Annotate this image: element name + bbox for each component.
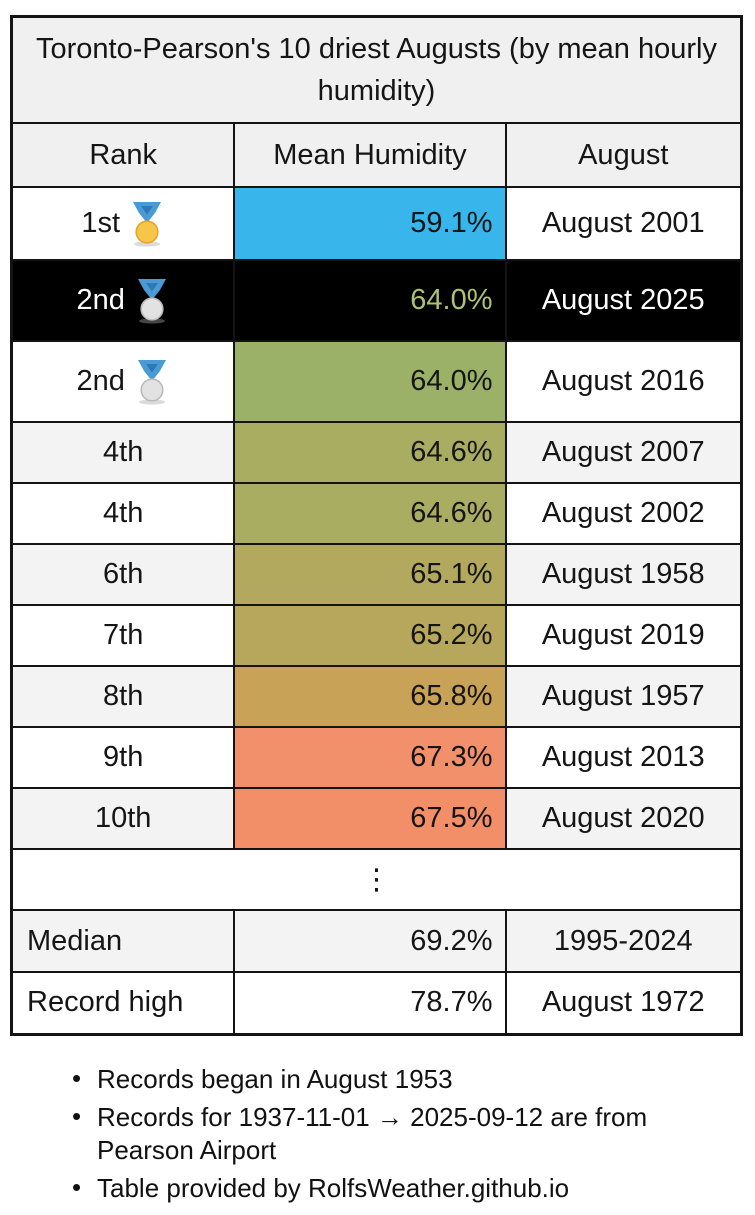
record-high-row: Record high 78.7% August 1972	[10, 971, 743, 1036]
table-row: 1st 59.1% August 2001	[10, 186, 743, 262]
summary-label: Record high	[10, 971, 236, 1036]
humidity-cell: 67.5%	[233, 787, 507, 851]
table-row: 10th 67.5% August 2020	[10, 787, 743, 851]
footnote-item: Records began in August 1953	[70, 1062, 650, 1096]
title-row: Toronto-Pearson's 10 driest Augusts (by …	[10, 15, 743, 125]
humidity-cell: 64.0%	[233, 259, 507, 343]
table-row-highlighted: 2nd 64.0% August 2025	[10, 259, 743, 343]
table-row: 2nd 64.0% August 2016	[10, 340, 743, 424]
driest-augusts-table: Toronto-Pearson's 10 driest Augusts (by …	[10, 15, 743, 1036]
table-row: 6th 65.1% August 1958	[10, 543, 743, 607]
humidity-cell: 65.8%	[233, 665, 507, 729]
table-title: Toronto-Pearson's 10 driest Augusts (by …	[10, 15, 743, 125]
summary-label: Median	[10, 909, 236, 974]
humidity-cell: 64.6%	[233, 482, 507, 546]
humidity-cell: 78.7%	[233, 971, 507, 1036]
humidity-cell: 65.2%	[233, 604, 507, 668]
august-cell: August 2002	[504, 482, 743, 546]
ellipsis-row: ⋮	[10, 848, 743, 912]
rank-cell: 8th	[10, 665, 236, 729]
footnote-item: Table provided by RolfsWeather.github.io	[70, 1171, 650, 1205]
footnote-item: Records for 1937-11-01 → 2025-09-12 are …	[70, 1100, 650, 1168]
rank-label: 1st	[81, 207, 121, 240]
column-header-humidity: Mean Humidity	[233, 122, 507, 189]
silver-medal-icon	[137, 359, 166, 405]
humidity-cell: 67.3%	[233, 726, 507, 790]
august-cell: August 2019	[504, 604, 743, 668]
rank-cell: 1st	[10, 186, 236, 262]
rank-cell: 10th	[10, 787, 236, 851]
silver-medal-icon	[137, 278, 166, 324]
rank-label: 2nd	[76, 284, 125, 317]
column-header-rank: Rank	[10, 122, 236, 189]
table-row: 7th 65.2% August 2019	[10, 604, 743, 668]
table-row: 4th 64.6% August 2007	[10, 421, 743, 485]
rank-cell: 4th	[10, 421, 236, 485]
table-row: 9th 67.3% August 2013	[10, 726, 743, 790]
humidity-cell: 65.1%	[233, 543, 507, 607]
august-cell: August 2025	[504, 259, 743, 343]
august-cell: August 2001	[504, 186, 743, 262]
rank-cell: 4th	[10, 482, 236, 546]
august-cell: August 1958	[504, 543, 743, 607]
august-cell: August 2007	[504, 421, 743, 485]
header-row: Rank Mean Humidity August	[10, 122, 743, 189]
rank-cell: 2nd	[10, 340, 236, 424]
august-cell: August 2016	[504, 340, 743, 424]
humidity-cell: 64.0%	[233, 340, 507, 424]
table-row: 4th 64.6% August 2002	[10, 482, 743, 546]
median-row: Median 69.2% 1995-2024	[10, 909, 743, 974]
august-cell: August 1972	[504, 971, 743, 1036]
footnotes-list: Records began in August 1953 Records for…	[70, 1062, 650, 1206]
humidity-cell: 59.1%	[233, 186, 507, 262]
table-row: 8th 65.8% August 1957	[10, 665, 743, 729]
rank-cell: 9th	[10, 726, 236, 790]
august-cell: August 2013	[504, 726, 743, 790]
ellipsis-glyph: ⋮	[10, 848, 743, 912]
column-header-august: August	[504, 122, 743, 189]
august-cell: 1995-2024	[504, 909, 743, 974]
august-cell: August 2020	[504, 787, 743, 851]
rank-cell: 2nd	[10, 259, 236, 343]
rank-label: 2nd	[76, 365, 125, 398]
rank-cell: 7th	[10, 604, 236, 668]
humidity-cell: 69.2%	[233, 909, 507, 974]
rank-cell: 6th	[10, 543, 236, 607]
humidity-cell: 64.6%	[233, 421, 507, 485]
gold-medal-icon	[133, 201, 162, 247]
august-cell: August 1957	[504, 665, 743, 729]
